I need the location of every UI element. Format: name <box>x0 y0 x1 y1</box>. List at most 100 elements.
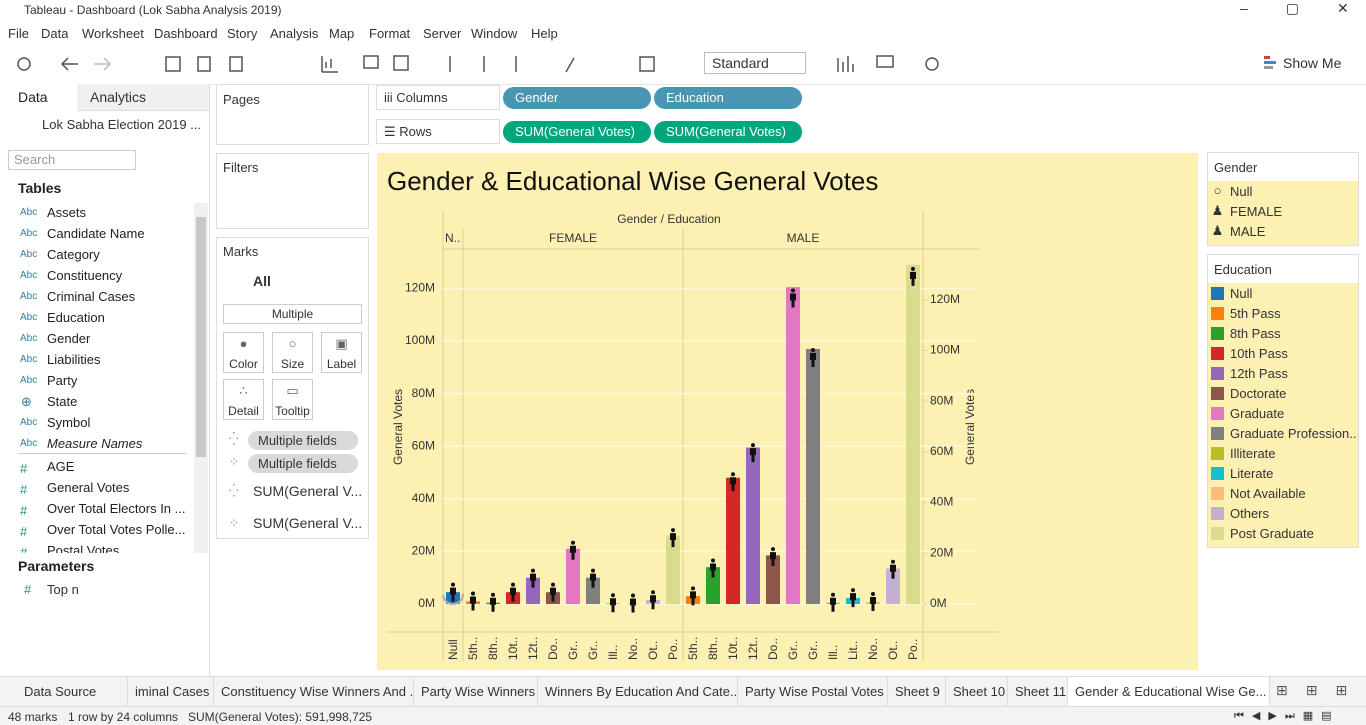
window-controls[interactable]: –▢✕ <box>1240 0 1349 16</box>
sheet-tab[interactable]: Party Wise Postal Votes <box>738 677 888 707</box>
sheet-tab[interactable]: Data Source <box>8 677 128 707</box>
mark-button-label: Detail <box>228 404 259 418</box>
mark-button[interactable]: Size ○ <box>272 332 313 373</box>
mark-field-pill[interactable]: Multiple fields <box>248 431 358 450</box>
mark-type-dropdown[interactable]: Multiple <box>223 304 362 324</box>
field-name[interactable]: Measure Names <box>47 436 143 451</box>
legend-item[interactable]: FEMALE <box>1230 204 1283 219</box>
field-name[interactable]: Criminal Cases <box>47 289 136 304</box>
field-name[interactable]: Candidate Name <box>47 226 145 241</box>
field-name[interactable]: State <box>47 394 78 409</box>
sheet-tab[interactable]: Sheet 10 <box>946 677 1008 707</box>
legend-swatch <box>1211 487 1224 500</box>
legend-item[interactable]: 10th Pass <box>1230 346 1288 361</box>
mark-button[interactable]: Detail ∴ <box>223 379 264 420</box>
legend-item[interactable]: Null <box>1230 286 1253 301</box>
legend-item[interactable]: Graduate Profession.. <box>1230 426 1356 441</box>
marker-head <box>451 582 455 587</box>
mark-button[interactable]: Color ● <box>223 332 264 373</box>
new-sheet-buttons[interactable]: ⊞⊞⊞ <box>1276 682 1366 698</box>
field-name[interactable]: Gender <box>47 331 91 346</box>
x-tick-label: 8th.. <box>706 637 720 660</box>
menu-item[interactable]: Server <box>423 26 462 41</box>
legend-item[interactable]: Literate <box>1230 466 1274 481</box>
toolbar <box>0 44 1366 85</box>
param-name[interactable]: Top n <box>47 582 79 597</box>
view-size-dropdown[interactable]: Standard <box>704 52 806 74</box>
legend-swatch <box>1211 467 1224 480</box>
scroll-thumb[interactable] <box>196 217 206 457</box>
mark-field-pill[interactable]: Multiple fields <box>248 454 358 473</box>
menu-item[interactable]: Story <box>227 26 258 41</box>
datasource[interactable]: Lok Sabha Election 2019 ... <box>42 117 202 132</box>
scrollbar[interactable] <box>194 203 208 553</box>
sheet-tab[interactable]: Party Wise Winners <box>414 677 538 707</box>
menu-item[interactable]: Worksheet <box>82 26 144 41</box>
menu-item[interactable]: Format <box>369 26 411 41</box>
legend-item[interactable]: 8th Pass <box>1230 326 1281 341</box>
mark-field[interactable]: SUM(General V... <box>253 483 363 499</box>
legend-item[interactable]: Illiterate <box>1230 446 1276 461</box>
field-name[interactable]: Symbol <box>47 415 91 430</box>
mark-button[interactable]: Tooltip ▭ <box>272 379 313 420</box>
marks-all[interactable]: All <box>253 273 271 289</box>
search-box[interactable]: Search <box>8 150 136 170</box>
field-name[interactable]: Over Total Electors In ... <box>47 501 186 516</box>
sheet-tab[interactable]: Gender & Educational Wise Ge... <box>1068 677 1270 707</box>
legend-item[interactable]: 5th Pass <box>1230 306 1281 321</box>
legend-item[interactable]: MALE <box>1230 224 1266 239</box>
menu-item[interactable]: Data <box>41 26 69 41</box>
legend-item[interactable]: Doctorate <box>1230 386 1287 401</box>
field-name[interactable]: Category <box>47 247 100 262</box>
sheet-tab[interactable]: Sheet 9 <box>888 677 946 707</box>
mark-field[interactable]: SUM(General V... <box>253 515 363 531</box>
show-me[interactable]: Show Me <box>1283 55 1342 71</box>
analytics-tab[interactable]: Analytics <box>90 89 147 105</box>
legend-item[interactable]: Post Graduate <box>1230 526 1314 541</box>
field-name[interactable]: General Votes <box>47 480 130 495</box>
bar <box>526 577 540 604</box>
row-pill[interactable]: SUM(General Votes) <box>654 121 802 143</box>
sheet-tab[interactable]: Constituency Wise Winners And ... <box>214 677 414 707</box>
field-type: Abc <box>20 417 38 428</box>
sheet-tab[interactable]: Sheet 11 <box>1008 677 1068 707</box>
menu-item[interactable]: Help <box>531 26 558 41</box>
legend-item[interactable]: Others <box>1230 506 1270 521</box>
row-pill[interactable]: SUM(General Votes) <box>503 121 651 143</box>
field-name[interactable]: Postal Votes <box>47 543 120 553</box>
field-type: # <box>20 545 28 553</box>
bar <box>706 567 720 604</box>
field-name[interactable]: Liabilities <box>47 352 101 367</box>
mark-button[interactable]: Label ▣ <box>321 332 362 373</box>
sheet-tab[interactable]: Winners By Education And Cate... <box>538 677 738 707</box>
legend-item[interactable]: Not Available <box>1230 486 1306 501</box>
marker-body <box>750 448 756 463</box>
show-me-icon[interactable] <box>1262 54 1282 72</box>
column-pill[interactable]: Education <box>654 87 802 109</box>
field-name[interactable]: Party <box>47 373 78 388</box>
field-name[interactable]: Assets <box>47 205 87 220</box>
menu-item[interactable]: Analysis <box>270 26 319 41</box>
legend-item[interactable]: 12th Pass <box>1230 366 1288 381</box>
column-pill[interactable]: Gender <box>503 87 651 109</box>
menu-item[interactable]: Dashboard <box>154 26 218 41</box>
legend-item[interactable]: Null <box>1230 184 1253 199</box>
nav-buttons[interactable]: ⏮◀▶⏭▦▤ <box>1234 710 1340 722</box>
menu-item[interactable]: Map <box>329 26 355 41</box>
field-name[interactable]: Constituency <box>47 268 123 283</box>
legend-item[interactable]: Graduate <box>1230 406 1285 421</box>
marker-body <box>910 271 916 286</box>
sheet-tab[interactable]: iminal Cases <box>128 677 214 707</box>
field-name[interactable]: Over Total Votes Polle... <box>47 522 186 537</box>
field-name[interactable]: AGE <box>47 459 75 474</box>
marker-head <box>851 588 855 593</box>
person-marker <box>690 586 696 606</box>
menu-item[interactable]: Window <box>471 26 518 41</box>
mark-button-icon: ○ <box>288 336 297 351</box>
menu-item[interactable]: File <box>8 26 29 41</box>
field-name[interactable]: Education <box>47 310 105 325</box>
data-tab[interactable]: Data <box>18 89 48 105</box>
mark-button-label: Size <box>280 357 305 371</box>
chart-title: Gender & Educational Wise General Votes <box>387 166 878 196</box>
person-marker <box>670 528 676 548</box>
